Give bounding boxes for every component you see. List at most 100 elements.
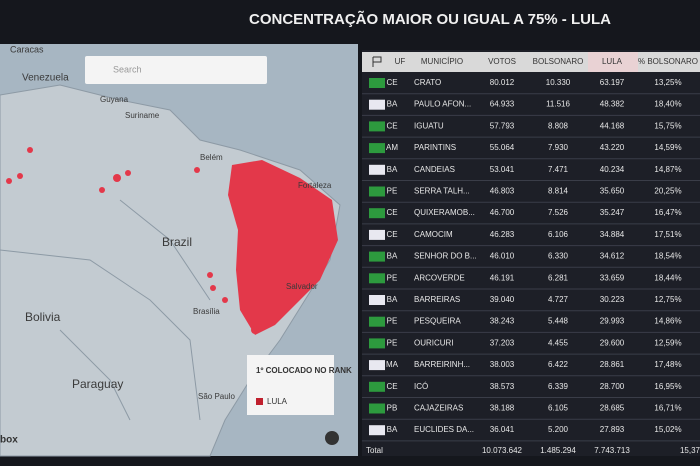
column-header: MUNICÍPIO [421, 57, 463, 66]
table-cell: PB [387, 403, 398, 412]
table-cell: CE [386, 78, 397, 87]
flag [369, 273, 385, 284]
table-cell: EUCLIDES DA... [414, 425, 474, 434]
table-cell: 18,40% [654, 100, 681, 109]
map-label: Paraguay [72, 377, 123, 391]
column-header: UF [395, 57, 406, 66]
table-cell: CE [386, 382, 397, 391]
table-cell: 40.234 [600, 165, 625, 174]
borders [0, 199, 211, 421]
table-cell: 28.861 [600, 360, 625, 369]
table-cell: 16,95% [654, 382, 681, 391]
legend-swatch [256, 398, 263, 405]
table-cell: 38.188 [490, 403, 515, 412]
table-cell: QUIXERAMOB... [414, 208, 475, 217]
table-cell: 46.191 [490, 273, 515, 282]
table-cell: SENHOR DO B... [414, 252, 477, 261]
column-header: LULA [602, 57, 623, 66]
table-cell: 7.930 [548, 143, 569, 152]
table-cell: 4.727 [548, 295, 569, 304]
title: CONCENTRAÇÃO MAIOR OU IGUAL A 75% - LULA [249, 10, 611, 28]
flag [369, 381, 385, 392]
table-cell: 43.220 [600, 143, 625, 152]
table-cell: CAJAZEIRAS [414, 403, 463, 412]
search-placeholder[interactable]: Search [113, 64, 142, 74]
table-cell: 18,54% [654, 252, 681, 261]
table-cell: 14,87% [654, 165, 681, 174]
table-cell: 80.012 [490, 78, 515, 87]
total-cell: 1.485.294 [540, 446, 576, 455]
table-cell: 30.223 [600, 295, 625, 304]
table-cell: 18,44% [654, 273, 681, 282]
map-label: Fortaleza [298, 181, 332, 190]
table-cell: 4.455 [548, 338, 569, 347]
map-label: Salvador [286, 282, 318, 291]
table-cell: 28.685 [600, 403, 625, 412]
table-cell: SERRA TALH... [414, 186, 470, 195]
column-header: BOLSONARO [533, 57, 584, 66]
flag [369, 99, 385, 110]
table-cell: PAULO AFON... [414, 100, 471, 109]
flag [369, 208, 385, 219]
map-label: Bolivia [25, 310, 61, 324]
table-cell: BA [387, 425, 398, 434]
map-label: Brasília [193, 307, 220, 316]
table-cell: 44.168 [600, 121, 625, 130]
table-bg [362, 50, 700, 456]
table-cell: 14,86% [654, 317, 681, 326]
table-cell: 36.041 [490, 425, 515, 434]
flag [369, 251, 385, 262]
table-cell: 20,25% [654, 186, 681, 195]
table-cell: 14,59% [654, 143, 681, 152]
table-cell: 34.612 [600, 252, 625, 261]
flag [369, 316, 385, 327]
flag [369, 121, 385, 132]
table-cell: MA [386, 360, 399, 369]
table-cell: 17,51% [654, 230, 681, 239]
table-cell: 12,75% [654, 295, 681, 304]
info-button[interactable] [325, 431, 339, 445]
table-cell: 6.281 [548, 273, 569, 282]
table-cell: 16,47% [654, 208, 681, 217]
flag [369, 229, 385, 240]
table-cell: 5.448 [548, 317, 569, 326]
total-cell: Total [366, 446, 383, 455]
table-cell: 8.814 [548, 186, 569, 195]
flag [369, 164, 385, 175]
city-dots [6, 147, 259, 334]
search-box[interactable] [85, 56, 267, 84]
table-cell: 46.700 [490, 208, 515, 217]
table-cell: BA [387, 295, 398, 304]
table-cell: 38.003 [490, 360, 515, 369]
table-cell: 16,71% [654, 403, 681, 412]
table-cell: 63.197 [600, 78, 625, 87]
map-label: Caracas [10, 44, 44, 54]
map-label: Guyana [100, 95, 129, 104]
table-cell: 29.993 [600, 317, 625, 326]
lula-region [228, 160, 338, 335]
table-cell: 29.600 [600, 338, 625, 347]
table-cell: 6.105 [548, 403, 569, 412]
table-cell: PE [387, 338, 398, 347]
legend-item: LULA [267, 397, 288, 406]
table-cell: CAMOCIM [414, 230, 453, 239]
flag [369, 295, 385, 305]
table-cell: PE [387, 273, 398, 282]
table-cell: 57.793 [490, 121, 515, 130]
flag [369, 338, 385, 349]
flag [369, 78, 385, 88]
table-cell: CRATO [414, 78, 441, 87]
flag [369, 143, 385, 154]
table-cell: PE [387, 186, 398, 195]
flag [369, 403, 385, 414]
table-cell: PARINTINS [414, 143, 456, 152]
column-header: VOTOS [488, 57, 516, 66]
map-label: São Paulo [198, 392, 235, 401]
table-cell: 33.659 [600, 273, 625, 282]
table-cell: 27.893 [600, 425, 625, 434]
table-cell: 34.884 [600, 230, 625, 239]
attribution: box [0, 435, 18, 446]
table-cell: 15,75% [654, 121, 681, 130]
total-cell: 7.743.713 [594, 446, 630, 455]
